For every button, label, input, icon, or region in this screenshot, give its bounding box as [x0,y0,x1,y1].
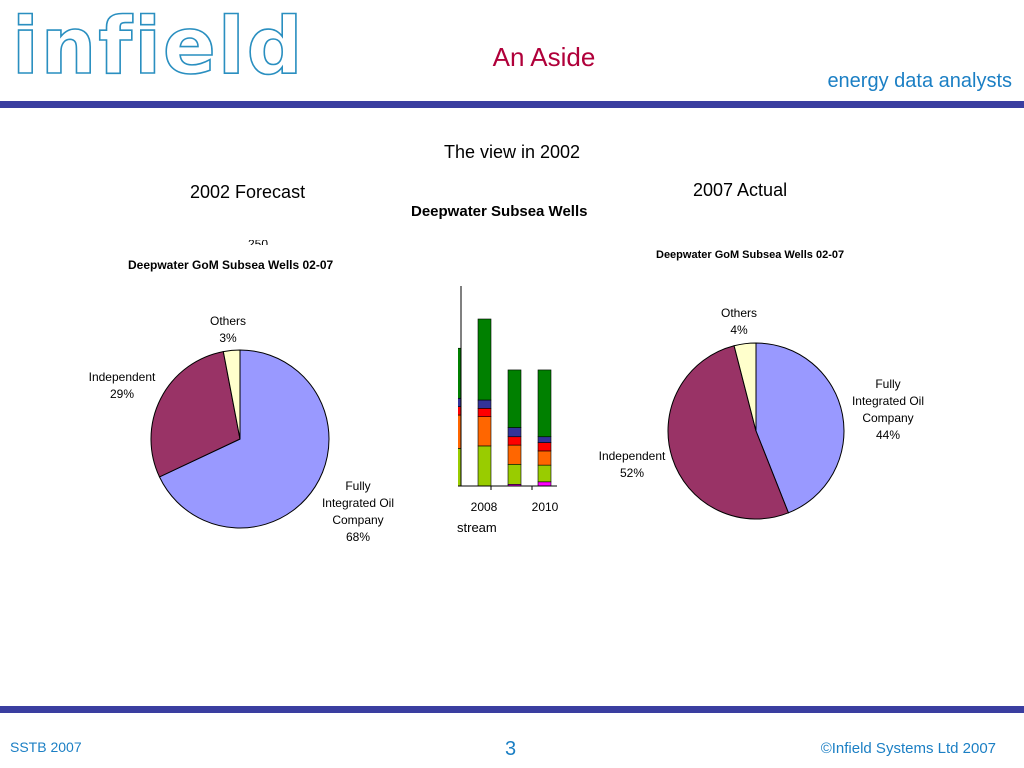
bar-segment [507,369,522,428]
left-pie-label-fioc: Fully Integrated Oil Company 68% [321,479,395,544]
center-bar-chart: 2008 2010 [458,286,559,514]
bar-segment [537,481,552,487]
bar-segment [477,408,492,417]
slide-subtitle: The view in 2002 [443,142,581,162]
bar-segment [477,416,492,447]
left-pie-slice-others [222,349,241,440]
right-chart-title: Deepwater GoM Subsea Wells 02-07 [656,249,845,261]
right-pie-slice-fully-integrated-oil-company [755,342,845,514]
bar-segment [458,406,462,416]
center-chart-heading: Deepwater Subsea Wells [411,203,588,220]
bar-segment [477,399,492,409]
bar-segment [458,398,462,407]
x-tick-label: 2008 [471,500,498,514]
bar-segment [537,464,552,483]
footer-copyright: ©Infield Systems Ltd 2007 [820,740,996,757]
bar-segment [507,444,522,465]
footer-divider-bar [0,706,1024,713]
bar-segment [458,448,462,487]
bar-segment [458,347,462,399]
right-pie-slice-others [733,342,757,432]
left-pie-chart [150,349,330,529]
tagline: energy data analysts [827,70,1012,92]
left-pie-slice-fully-integrated-oil-company [158,349,330,529]
bar-segment [507,463,522,485]
x-tick-label: 2010 [532,500,559,514]
right-pie-label-fioc: Fully Integrated Oil Company 44% [851,377,925,442]
left-chart-title: Deepwater GoM Subsea Wells 02-07 [128,258,334,272]
left-partial-axis-text: 250 [248,240,268,245]
footer-event: SSTB 2007 [10,739,82,755]
bar-segment [477,445,492,487]
infield-logo: infield [11,2,305,92]
bar-segment [537,436,552,443]
right-pie-label-others: Others 4% [720,306,757,337]
slide-title: An Aside [492,42,596,72]
left-heading: 2002 Forecast [190,182,306,202]
left-pie-label-others: Others 3% [209,314,246,345]
bar-segment [537,450,552,466]
bar-segment [507,436,522,446]
right-pie-label-independent: Independent 52% [598,449,666,480]
bar-segment [507,427,522,438]
right-pie-slice-independent [667,345,790,520]
bar-segment [458,414,462,449]
bar-segment [537,369,552,438]
page-number: 3 [505,738,517,760]
header-divider-bar [0,101,1024,108]
right-heading: 2007 Actual [693,180,788,200]
left-pie-label-independent: Independent 29% [88,370,156,401]
bar-segment [537,442,552,452]
right-pie-chart [667,342,845,520]
left-pie-slice-independent [150,350,241,478]
center-legend-fragment: stream [457,520,497,535]
bar-segment [477,318,492,401]
